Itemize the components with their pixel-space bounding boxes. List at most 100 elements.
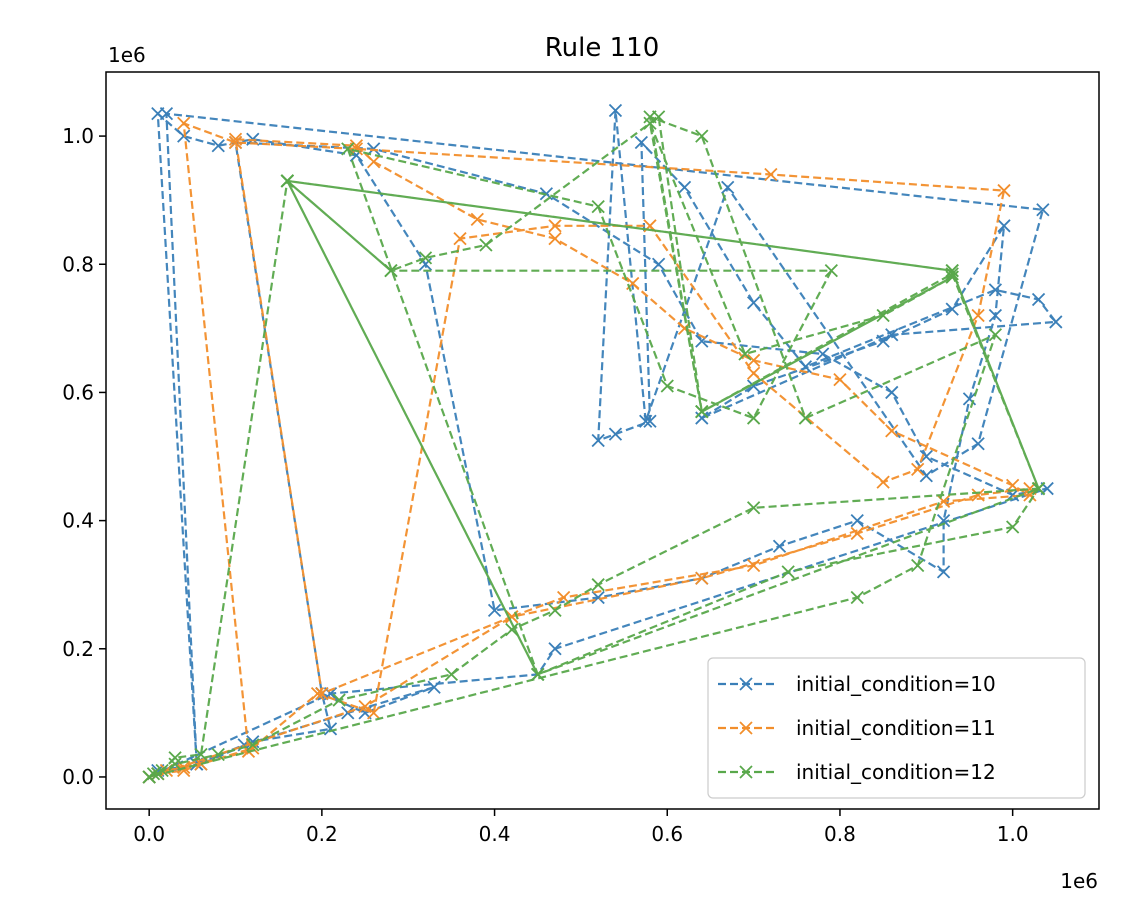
x-tick-label: 0.4 [479, 822, 511, 846]
marker-stroke [315, 687, 329, 701]
marker-stroke [323, 722, 338, 736]
data-point [177, 116, 191, 130]
marker-stroke [798, 411, 813, 425]
y-tick-label: 0.0 [62, 765, 94, 789]
x-offset-text: 1e6 [1060, 869, 1098, 893]
data-point [997, 219, 1011, 233]
data-point [505, 622, 519, 637]
data-point [1031, 292, 1046, 307]
marker-stroke [971, 308, 985, 323]
marker-stroke [1031, 481, 1046, 496]
marker-stroke [280, 174, 294, 188]
marker-stroke [211, 139, 225, 153]
marker-stroke [746, 411, 761, 425]
marker-stroke [781, 565, 795, 579]
chart-title: Rule 110 [545, 33, 660, 63]
data-point [850, 513, 864, 528]
marker-stroke [746, 366, 761, 380]
marker-stroke [548, 231, 562, 246]
data-point [824, 264, 838, 278]
data-point [358, 699, 372, 714]
marker-stroke [591, 433, 605, 448]
marker-stroke [695, 129, 709, 143]
data-point [876, 475, 890, 489]
marker-stroke [194, 747, 208, 762]
marker-stroke [142, 770, 156, 784]
data-point [608, 103, 623, 118]
data-point [988, 328, 1003, 342]
marker-stroke [739, 677, 753, 691]
legend-marker [739, 677, 753, 691]
data-point [643, 414, 657, 428]
x-tick-label: 1.0 [997, 822, 1029, 846]
marker-stroke [608, 103, 623, 118]
y-tick-label: 0.2 [62, 637, 94, 661]
data-point [194, 747, 208, 762]
y-tick-label: 0.8 [62, 252, 94, 276]
x-tick-label: 0.6 [651, 822, 683, 846]
data-point [936, 565, 951, 579]
data-point [315, 687, 329, 701]
marker-stroke [531, 667, 545, 682]
series-layer [142, 103, 1063, 784]
marker-stroke [695, 411, 709, 425]
legend-item: initial_condition=12 [718, 760, 996, 784]
marker-stroke [971, 437, 985, 451]
marker-stroke [695, 405, 709, 419]
marker-stroke [911, 462, 925, 476]
marker-stroke [367, 706, 381, 720]
marker-stroke [151, 107, 165, 121]
marker-stroke [177, 116, 191, 130]
x-tick-label: 0.0 [133, 822, 165, 846]
series-3 [142, 110, 1046, 784]
marker-stroke [418, 251, 433, 265]
data-point [643, 110, 657, 124]
marker-stroke [721, 180, 735, 194]
data-point [1006, 520, 1020, 534]
y-axis: 0.0 0.2 0.4 0.6 0.8 1.0 [62, 124, 106, 789]
data-point [971, 308, 985, 323]
marker-stroke [349, 148, 364, 162]
data-point [453, 231, 467, 246]
data-point [781, 565, 795, 579]
marker-stroke [211, 747, 225, 762]
marker-stroke [772, 539, 787, 553]
marker-stroke [816, 347, 830, 361]
data-point [695, 129, 709, 143]
data-point [548, 231, 562, 246]
data-point [885, 385, 899, 400]
data-point [591, 590, 605, 605]
marker-stroke [228, 132, 243, 146]
marker-stroke [505, 622, 519, 637]
data-point [971, 488, 985, 502]
y-tick-label: 1.0 [62, 124, 94, 148]
legend-marker [739, 765, 753, 779]
data-point [695, 571, 709, 585]
data-point [639, 414, 653, 428]
marker-stroke [444, 667, 459, 682]
marker-stroke [591, 199, 605, 214]
marker-stroke [634, 135, 648, 150]
data-point [384, 264, 398, 278]
data-point [651, 257, 666, 271]
data-point [246, 738, 260, 752]
marker-stroke [246, 738, 260, 752]
marker-stroke [945, 302, 959, 316]
marker-stroke [997, 183, 1011, 198]
data-point [177, 763, 191, 778]
marker-stroke [876, 308, 890, 323]
data-point [746, 353, 761, 368]
marker-stroke [151, 767, 165, 781]
legend-label: initial_condition=12 [796, 760, 996, 784]
marker-stroke [936, 565, 951, 579]
data-point [798, 411, 813, 425]
marker-stroke [885, 424, 899, 438]
data-point [721, 180, 735, 194]
data-point [1049, 315, 1063, 329]
legend: initial_condition=10 initial_condition=11… [707, 657, 1086, 799]
data-point [876, 308, 890, 323]
x-tick-label: 0.8 [824, 822, 856, 846]
marker-stroke [479, 238, 493, 252]
marker-stroke [885, 385, 899, 400]
